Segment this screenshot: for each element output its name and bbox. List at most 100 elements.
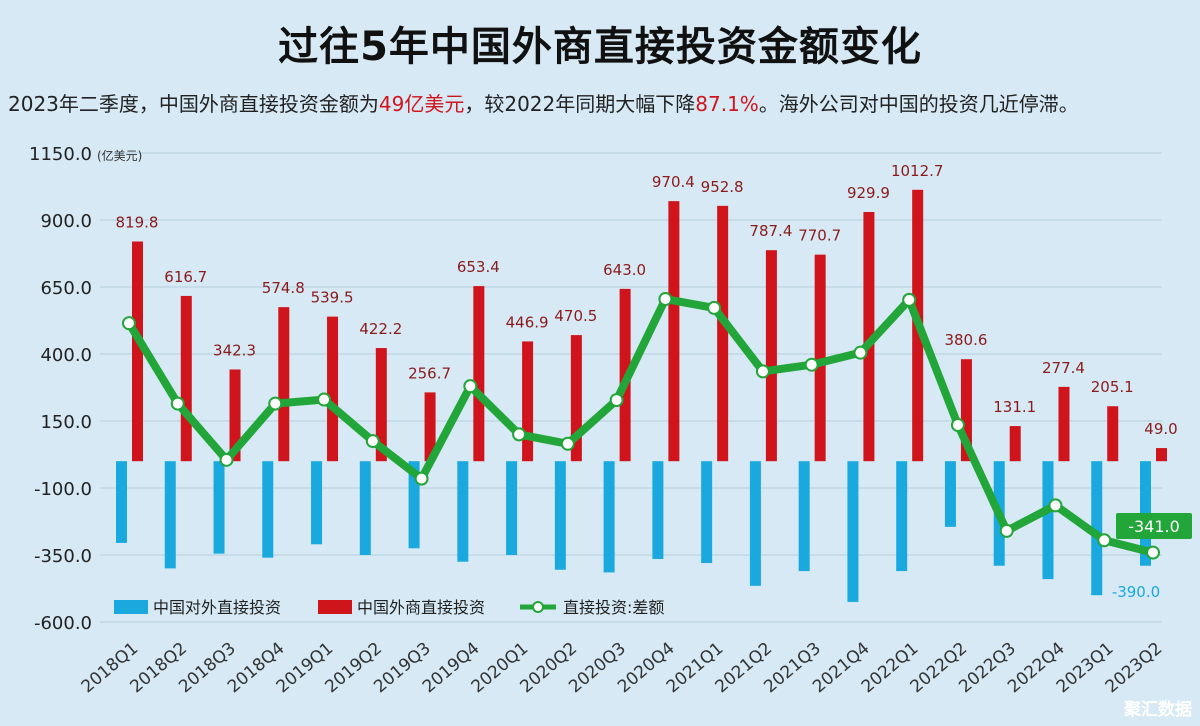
diff-point [317, 392, 332, 407]
subtitle-highlight-percent: 87.1% [695, 92, 759, 116]
inflow-bar [229, 369, 241, 462]
inflow-data-label: 446.9 [506, 313, 549, 331]
inflow-bar [570, 335, 582, 462]
inflow-data-label: 539.5 [311, 289, 354, 307]
diff-annotation-box [1116, 513, 1192, 539]
diff-point [1146, 545, 1160, 560]
inflow-data-label: 49.0 [1144, 420, 1177, 438]
inflow-data-label: 653.4 [457, 258, 500, 276]
diff-point [122, 316, 136, 331]
outflow-bar [701, 461, 713, 564]
outflow-bar [408, 461, 420, 549]
diff-annotation-label: -341.0 [1128, 517, 1180, 536]
outflow-bar [603, 461, 615, 573]
subtitle-text-2: ，较2022年同期大幅下降 [464, 92, 696, 116]
diff-point [1048, 498, 1063, 513]
y-tick-label: 150.0 [40, 412, 92, 433]
inflow-data-label: 1012.7 [891, 162, 944, 180]
outflow-bar [457, 461, 469, 562]
inflow-data-label: 770.7 [798, 227, 841, 245]
inflow-data-label: 643.0 [603, 261, 646, 279]
inflow-bar [668, 201, 680, 462]
diff-point [609, 393, 624, 408]
inflow-data-label: 131.1 [993, 398, 1036, 416]
diff-point [1097, 533, 1112, 548]
diff-line [125, 295, 1157, 557]
inflow-data-label: 277.4 [1042, 359, 1085, 377]
outflow-annotation-label: -390.0 [1112, 583, 1160, 601]
inflow-bar [863, 211, 875, 462]
inflow-bar [1009, 426, 1021, 462]
inflow-bar [424, 392, 436, 462]
outflow-bar [749, 461, 761, 586]
outflow-bar [1091, 461, 1103, 596]
outflow-bar [944, 461, 956, 527]
inflow-bar [1107, 406, 1119, 462]
diff-point [950, 418, 965, 433]
inflow-data-label: 422.2 [359, 320, 402, 338]
y-unit-label: (亿美元) [97, 148, 142, 163]
subtitle-highlight-amount: 49亿美元 [378, 92, 465, 116]
inflow-bar [180, 295, 192, 462]
diff-point [512, 427, 527, 442]
inflow-data-label: 616.7 [164, 268, 207, 286]
watermark-brand: 聚汇数据 [1124, 700, 1192, 720]
diff-point [853, 345, 868, 360]
legend-label-diff: 直接投资:差额 [563, 598, 664, 617]
legend-swatch-inflow [318, 600, 352, 614]
inflow-data-label: 970.4 [652, 173, 695, 191]
inflow-data-label: 574.8 [262, 279, 305, 297]
diff-point [463, 379, 478, 394]
inflow-data-label: 929.9 [847, 184, 890, 202]
outflow-bar [116, 461, 127, 543]
y-tick-label: -100.0 [34, 479, 92, 500]
inflow-data-label: 470.5 [554, 307, 597, 325]
diff-point [560, 436, 575, 451]
outflow-bar [1042, 461, 1054, 580]
outflow-bar [311, 461, 323, 545]
y-tick-label: 650.0 [40, 278, 92, 299]
inflow-data-label: 380.6 [944, 331, 987, 349]
outflow-bar [798, 461, 810, 572]
inflow-bar [278, 307, 290, 462]
outflow-bar [652, 461, 664, 560]
y-tick-label: -350.0 [34, 546, 92, 567]
diff-point [170, 396, 185, 411]
inflow-data-label: 342.3 [213, 341, 256, 359]
outflow-bar [359, 461, 371, 555]
chart-title: 过往5年中国外商直接投资金额变化 [278, 24, 922, 70]
inflow-bar [1156, 448, 1167, 462]
inflow-bar [132, 241, 143, 462]
inflow-bar [960, 359, 972, 462]
legend-swatch-diff-point [532, 601, 544, 613]
diff-point [902, 292, 917, 307]
inflow-data-label: 256.7 [408, 364, 451, 382]
y-tick-label: 1150.0 [29, 144, 92, 165]
inflow-bar [1058, 386, 1070, 462]
outflow-bar [896, 461, 908, 572]
legend-label-inflow: 中国外商直接投资 [357, 598, 485, 617]
diff-point [999, 523, 1014, 538]
inflow-bar [473, 286, 485, 462]
y-tick-label: 900.0 [40, 211, 92, 232]
outflow-bar [164, 461, 176, 569]
outflow-bar [262, 461, 274, 558]
inflow-bar [814, 254, 826, 462]
diff-point [268, 396, 283, 411]
diff-point [658, 292, 673, 307]
inflow-data-label: 952.8 [701, 178, 744, 196]
diff-point [219, 452, 234, 467]
diff-point [414, 471, 429, 486]
inflow-bar [522, 341, 534, 462]
inflow-data-label: 787.4 [749, 222, 792, 240]
inflow-data-label: 205.1 [1091, 378, 1134, 396]
inflow-bar [765, 250, 777, 462]
diff-point [755, 364, 770, 379]
inflow-data-label: 819.8 [116, 213, 159, 231]
y-tick-label: 400.0 [40, 345, 92, 366]
diff-point [365, 434, 380, 449]
chart-subtitle: 2023年二季度，中国外商直接投资金额为49亿美元，较2022年同期大幅下降87… [8, 88, 1079, 117]
inflow-bar [375, 348, 387, 462]
inflow-bar [717, 205, 729, 462]
